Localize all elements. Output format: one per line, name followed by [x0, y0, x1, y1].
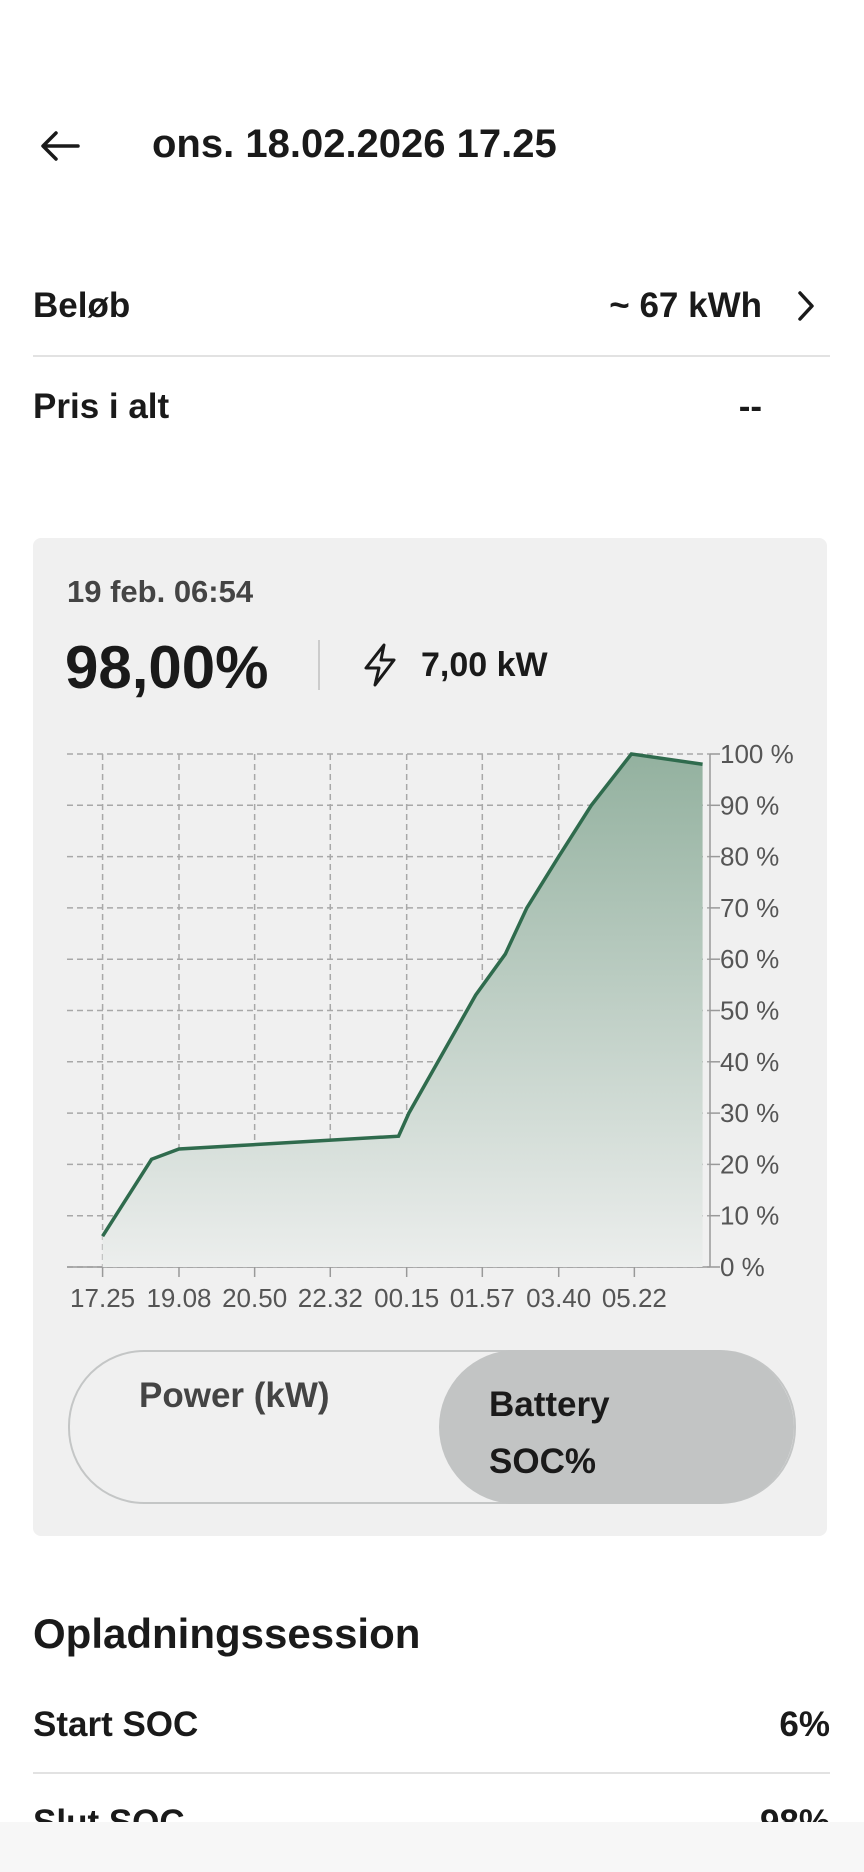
y-tick-label: 80 %	[720, 842, 779, 872]
power-value: 7,00 kW	[421, 646, 548, 684]
line	[101, 752, 703, 1238]
x-tick-label: 17.25	[70, 1283, 135, 1313]
y-tick-label: 90 %	[720, 790, 779, 820]
back-button[interactable]	[38, 128, 82, 164]
x-tick-label: 01.57	[450, 1283, 515, 1313]
x-tick-label: 22.32	[298, 1283, 363, 1313]
y-tick-label: 20 %	[720, 1149, 779, 1179]
section-title: Opladningssession	[33, 1610, 421, 1657]
divider	[33, 355, 830, 357]
y-tick-label: 0 %	[720, 1252, 765, 1282]
x-tick-label: 20.50	[222, 1283, 287, 1313]
y-tick-label: 100 %	[720, 739, 794, 769]
y-tick-label: 10 %	[720, 1201, 779, 1231]
row-label: Start SOC	[33, 1705, 199, 1744]
bolt-icon	[364, 643, 396, 687]
soc-value: 98,00%	[65, 634, 269, 701]
bottom-bar	[0, 1822, 864, 1872]
chevron[interactable]	[792, 288, 820, 324]
y-tick-label: 40 %	[720, 1047, 779, 1077]
x-tick-label: 19.08	[146, 1283, 211, 1313]
divider	[33, 1772, 830, 1774]
x-tick-label: 03.40	[526, 1283, 591, 1313]
y-tick-label: 70 %	[720, 893, 779, 923]
row-label: Pris i alt	[33, 387, 170, 426]
page-title: ons. 18.02.2026 17.25	[152, 122, 557, 166]
x-tick-label: 05.22	[602, 1283, 667, 1313]
y-tick-label: 50 %	[720, 996, 779, 1026]
area	[102, 754, 703, 1267]
y-tick-label: 30 %	[720, 1098, 779, 1128]
row-value: 6%	[779, 1705, 830, 1744]
row-value: --	[738, 387, 762, 426]
toggle-option[interactable]: Power (kW)	[139, 1376, 330, 1415]
separator	[318, 640, 320, 690]
row-value: ~ 67 kWh	[609, 286, 762, 325]
toggle-option[interactable]: Battery SOC%	[489, 1385, 610, 1481]
row-label: Beløb	[33, 286, 131, 325]
timestamp: 19 feb. 06:54	[67, 574, 254, 609]
toggle-selected	[439, 1350, 794, 1504]
x-tick-label: 00.15	[374, 1283, 439, 1313]
y-tick-label: 60 %	[720, 944, 779, 974]
